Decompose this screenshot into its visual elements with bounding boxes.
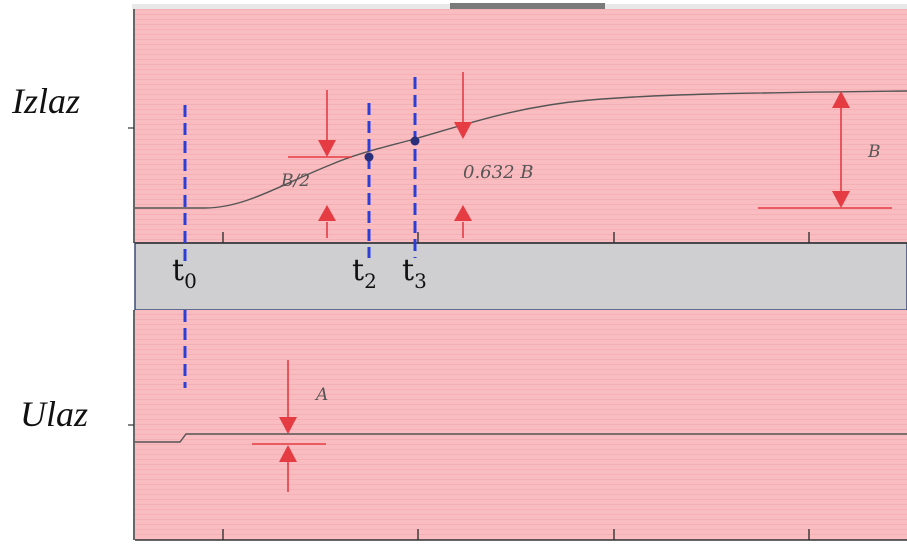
separator-band: [134, 242, 907, 311]
t2-point: [364, 152, 374, 162]
input-x-ticks: [135, 529, 907, 541]
input-panel: [135, 310, 907, 540]
b-label: B: [867, 142, 881, 162]
tau-level-label: 0.632 B: [463, 162, 533, 183]
scroll-handle: [450, 3, 605, 9]
half-b-marker: [288, 90, 352, 238]
a-label: A: [314, 385, 328, 405]
t3-point: [410, 136, 420, 146]
output-label: Izlaz: [12, 81, 81, 121]
t3-label: t3: [402, 253, 427, 293]
output-panel: [135, 9, 907, 243]
half-b-label: B/2: [280, 171, 310, 191]
input-step-signal: [135, 433, 907, 443]
t2-label: t2: [352, 253, 377, 293]
t0-label: t0: [172, 253, 197, 293]
input-label: Ulaz: [20, 394, 89, 434]
b-magnitude-marker: [758, 91, 892, 209]
a-magnitude-marker: [252, 360, 326, 492]
tau-level-marker: [454, 72, 472, 238]
output-x-ticks: [135, 232, 907, 244]
